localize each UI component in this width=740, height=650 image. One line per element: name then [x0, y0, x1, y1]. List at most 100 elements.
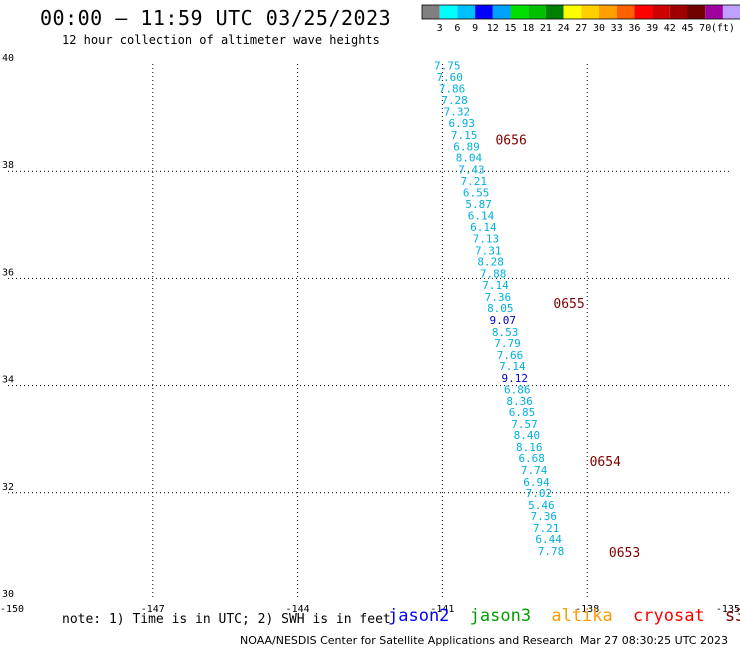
color-scale-label: 21 — [540, 23, 552, 34]
x-tick-label: -144 — [286, 604, 310, 615]
legend-altika: altika — [551, 606, 613, 626]
wave-height-label: 6.68 — [518, 452, 545, 465]
y-tick-label: 32 — [2, 482, 14, 493]
color-swatch — [439, 5, 458, 19]
satellite-legend: jason2 jason3 altika cryosat s3a — [388, 606, 740, 626]
wave-height-label: 6.14 — [468, 209, 495, 222]
pass-time-label: 0656 — [495, 133, 526, 148]
wave-height-label: 7.28 — [441, 94, 468, 107]
color-swatch — [457, 5, 476, 19]
color-scale-label: 9 — [472, 23, 478, 34]
wave-height-label: 7.14 — [499, 360, 526, 373]
color-scale-label: 30 — [593, 23, 605, 34]
color-swatch — [687, 5, 706, 19]
wave-height-label: 5.46 — [528, 499, 555, 512]
wave-height-label: 6.44 — [535, 533, 562, 546]
wave-height-label: 8.05 — [487, 302, 514, 315]
color-swatch — [492, 5, 511, 19]
wave-height-label: 6.55 — [463, 186, 490, 199]
wave-height-label: 7.13 — [473, 232, 500, 245]
units-note: note: 1) Time is in UTC; 2) SWH is in fe… — [62, 612, 391, 627]
wave-height-label: 7.02 — [526, 487, 553, 500]
wave-height-label: 7.32 — [444, 105, 471, 118]
wave-height-label: 7.15 — [451, 129, 478, 142]
wave-height-label: 6.89 — [453, 140, 480, 153]
color-swatch — [563, 5, 582, 19]
legend-jason3: jason3 — [469, 606, 532, 626]
wave-height-label: 7.36 — [485, 291, 512, 304]
x-tick-label: -150 — [0, 604, 24, 615]
color-swatch — [545, 5, 564, 19]
wave-height-label: 7.79 — [494, 337, 521, 350]
wave-height-label: 7.36 — [531, 510, 558, 523]
wave-height-label: 7.31 — [475, 244, 502, 257]
color-scale-label: 45 — [681, 23, 693, 34]
wave-height-label: 7.88 — [480, 267, 507, 280]
y-tick-label: 38 — [2, 160, 14, 171]
wave-height-label: 8.28 — [477, 256, 504, 269]
color-scale-label: 15 — [504, 23, 516, 34]
legend-cryosat: cryosat — [633, 606, 705, 626]
color-swatch — [528, 5, 546, 19]
wave-height-label: 7.86 — [439, 82, 466, 95]
color-scale-label: 70 — [699, 23, 711, 34]
pass-time-label: 0653 — [609, 546, 640, 561]
y-tick-label: 40 — [2, 53, 14, 64]
color-scale-bar: 3 6 9 12 15 18 21 24 27 30 33 36 39 42 45 70 (ft) — [421, 4, 740, 34]
legend-jason2: jason2 — [388, 606, 450, 626]
color-swatch — [475, 5, 493, 19]
wave-height-label: 7.75 — [434, 59, 461, 72]
pass-time-label: 0655 — [553, 297, 584, 312]
color-scale-label: 24 — [558, 23, 570, 34]
color-scale-label: 42 — [664, 23, 676, 34]
y-tick-label: 30 — [2, 589, 14, 600]
color-scale-label: 12 — [487, 23, 499, 34]
y-tick-label: 34 — [2, 375, 14, 386]
color-swatch — [422, 5, 440, 19]
wave-height-label: 7.43 — [458, 163, 485, 176]
footer-source: NOAA/NESDIS Center for Satellite Applica… — [240, 634, 574, 647]
wave-height-label: 5.87 — [465, 198, 492, 211]
legend-s3a: s3a — [724, 606, 740, 626]
color-swatch — [634, 5, 653, 19]
wave-height-label: 6.14 — [470, 221, 497, 234]
color-swatch — [705, 5, 723, 19]
footer-timestamp: Mar 27 08:30:25 UTC 2023 — [580, 634, 728, 647]
wave-height-label: 7.57 — [511, 418, 538, 431]
wave-height-label: 8.40 — [514, 429, 541, 442]
color-scale-label: 27 — [575, 23, 587, 34]
wave-height-label: 9.12 — [502, 372, 529, 385]
color-scale-label: 3 — [437, 23, 443, 34]
color-swatch — [599, 5, 617, 19]
color-swatch — [652, 5, 670, 19]
x-tick-label: -147 — [141, 604, 165, 615]
wave-height-label: 7.60 — [436, 71, 463, 84]
color-scale-label: 33 — [611, 23, 623, 34]
wave-height-label: 9.07 — [489, 314, 516, 327]
wave-height-label: 7.21 — [533, 522, 560, 535]
wave-height-label: 6.85 — [509, 406, 536, 419]
wave-height-label: 6.94 — [523, 476, 550, 489]
color-scale-label: 6 — [454, 23, 460, 34]
x-tick-label: -141 — [430, 604, 454, 615]
wave-height-label: 7.14 — [482, 279, 509, 292]
color-swatch — [722, 5, 740, 19]
wave-height-label: 6.86 — [504, 384, 531, 397]
wave-height-label: 8.04 — [456, 152, 483, 165]
color-scale-label: 18 — [522, 23, 534, 34]
wave-height-label: 7.78 — [538, 545, 565, 558]
color-swatch — [616, 5, 635, 19]
color-swatch — [581, 5, 599, 19]
x-tick-label: -135 — [716, 604, 740, 615]
wave-height-label: 8.16 — [516, 441, 543, 454]
pass-time-label: 0654 — [590, 455, 621, 470]
color-swatch — [669, 5, 688, 19]
chart-subtitle: 12 hour collection of altimeter wave hei… — [62, 33, 380, 47]
wave-height-label: 8.53 — [492, 326, 519, 339]
color-scale-label: (ft) — [711, 23, 735, 34]
color-scale-label: 39 — [646, 23, 658, 34]
x-tick-label: -138 — [575, 604, 599, 615]
wave-height-label: 7.66 — [497, 349, 524, 362]
color-scale-label: 36 — [628, 23, 640, 34]
